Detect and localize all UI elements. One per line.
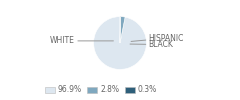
Text: HISPANIC: HISPANIC (131, 34, 184, 43)
Legend: 96.9%, 2.8%, 0.3%: 96.9%, 2.8%, 0.3% (42, 82, 160, 98)
Text: WHITE: WHITE (50, 36, 114, 45)
Wedge shape (94, 17, 146, 69)
Wedge shape (120, 17, 125, 43)
Text: BLACK: BLACK (130, 40, 173, 49)
